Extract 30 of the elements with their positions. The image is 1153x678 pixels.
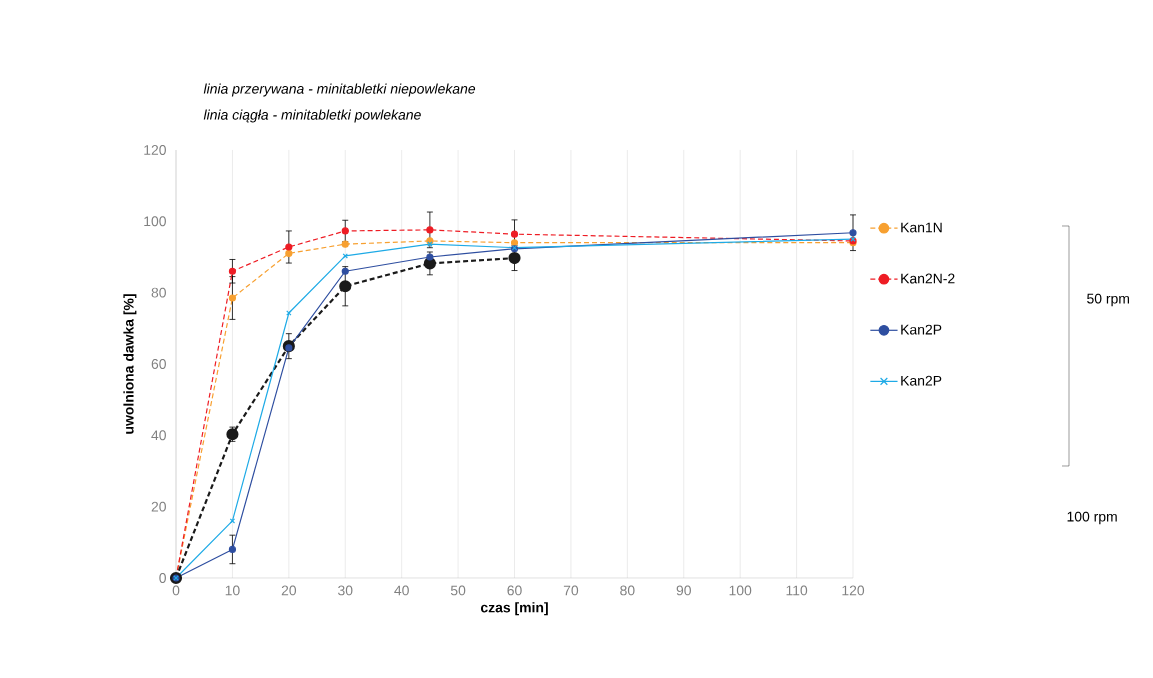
x-tick-label: 10	[225, 585, 240, 596]
x-tick-label: 70	[563, 585, 579, 596]
x-tick-label: 60	[507, 585, 522, 596]
y-tick-label: 60	[151, 359, 166, 369]
x-tick-label: 50	[450, 585, 466, 596]
text: 50 rpm	[1087, 293, 1129, 307]
y-axis-title: uwolniona dawka [%]	[123, 294, 137, 434]
x-axis-title: czas [min]	[480, 602, 548, 616]
x-tick-label: 40	[394, 585, 409, 596]
y-tick-label: 80	[151, 287, 166, 298]
x-tick-label: 80	[620, 585, 635, 596]
text: linia przerywana - minitabletki niepowlekane	[203, 83, 476, 97]
legend-label: Kan2P	[901, 324, 942, 335]
y-tick-label: 40	[151, 430, 166, 441]
y-tick-label: 20	[151, 501, 166, 512]
text: 100 rpm	[1067, 511, 1117, 525]
x-tick-label: 0	[172, 585, 180, 596]
x-tick-label: 110	[786, 585, 808, 596]
x-tick-label: 30	[338, 585, 353, 596]
x-tick-label: 90	[676, 585, 691, 596]
y-tick-label: 100	[144, 216, 166, 227]
legend-label: Kan2P	[901, 375, 942, 386]
x-tick-label: 100	[729, 585, 752, 596]
text: linia ciągła - minitabletki powlekane	[203, 109, 421, 123]
y-tick-label: 0	[159, 573, 166, 583]
x-tick-label: 20	[281, 585, 297, 596]
y-tick-label: 120	[144, 145, 166, 155]
legend-label: Kan2N-2	[901, 273, 955, 284]
legend-label: Kan1N	[901, 222, 942, 233]
x-tick-label: 120	[842, 585, 865, 596]
